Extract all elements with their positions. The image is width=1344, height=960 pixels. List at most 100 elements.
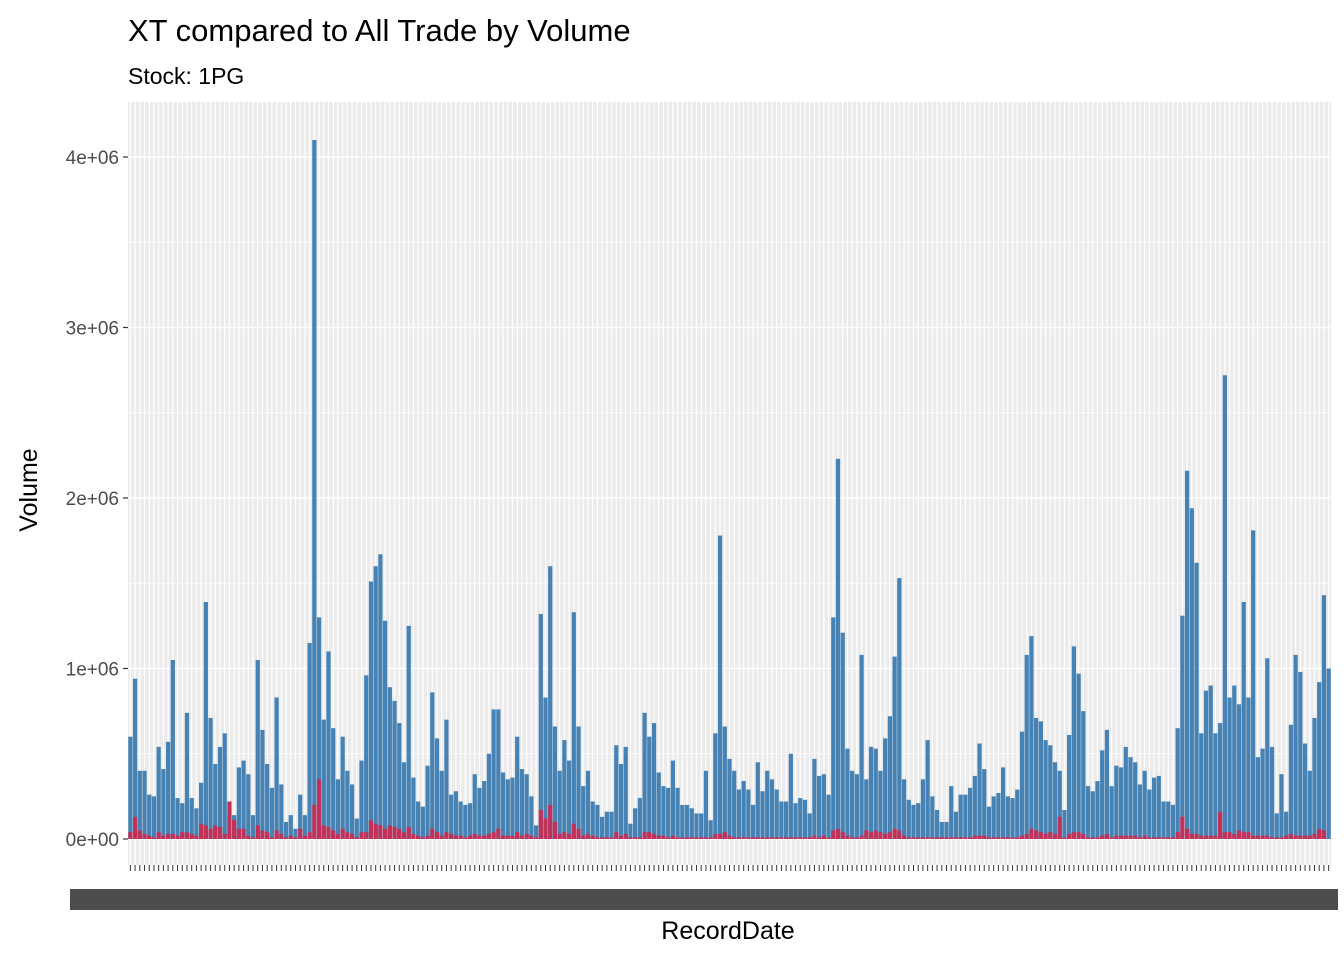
bar-all-trade — [1180, 615, 1185, 839]
bar-xt — [859, 835, 864, 839]
bar-xt — [444, 832, 449, 839]
bar-xt — [732, 837, 737, 839]
y-tick-label: 0e+00 — [66, 830, 119, 851]
bar-xt — [321, 825, 326, 839]
bar-xt — [340, 828, 345, 839]
bar-all-trade — [585, 770, 591, 839]
bar-xt — [1081, 833, 1086, 839]
bar-xt — [1255, 835, 1260, 839]
bar-all-trade — [1076, 673, 1081, 839]
bar-xt — [1043, 833, 1048, 839]
bar-xt — [746, 837, 751, 839]
bar-xt — [996, 837, 1001, 839]
bar-all-trade — [1038, 721, 1043, 839]
bar-xt — [727, 835, 732, 839]
bar-all-trade — [883, 738, 888, 839]
bar-all-trade — [189, 798, 194, 839]
bar-xt — [562, 832, 567, 839]
bar-all-trade — [1260, 748, 1265, 839]
bar-all-trade — [345, 770, 350, 839]
bar-all-trade — [307, 642, 312, 839]
bar-xt — [571, 823, 576, 839]
bar-xt — [265, 832, 270, 839]
bar-all-trade — [1166, 801, 1171, 839]
bar-all-trade — [510, 777, 515, 839]
bar-xt — [651, 833, 657, 839]
bar-xt — [175, 835, 180, 839]
bar-all-trade — [1085, 786, 1091, 839]
bar-xt — [628, 837, 633, 839]
bar-xt — [1067, 833, 1072, 839]
bar-xt — [232, 820, 237, 839]
bar-all-trade — [1175, 728, 1180, 839]
bar-all-trade — [1194, 562, 1199, 839]
bar-xt — [840, 832, 845, 839]
bar-all-trade — [566, 760, 572, 839]
bar-xt — [1251, 835, 1256, 839]
bar-xt — [170, 833, 175, 839]
bar-all-trade — [1279, 774, 1284, 839]
bar-all-trade — [496, 709, 501, 839]
bar-xt — [217, 827, 223, 839]
bar-xt — [132, 816, 138, 839]
bar-xt — [656, 835, 661, 839]
bar-all-trade — [835, 458, 841, 839]
bar-all-trade — [312, 139, 317, 839]
bar-all-trade — [1104, 729, 1110, 839]
bar-xt — [246, 835, 251, 839]
bar-all-trade — [684, 804, 690, 839]
bar-all-trade — [392, 700, 397, 839]
bar-xt — [1156, 837, 1161, 839]
bar-all-trade — [1151, 777, 1157, 839]
bar-xt — [364, 832, 369, 839]
bar-all-trade — [1024, 654, 1029, 839]
bar-xt — [590, 835, 595, 839]
bar-all-trade — [609, 811, 614, 839]
bar-all-trade — [755, 762, 760, 839]
bar-all-trade — [1288, 724, 1294, 839]
bar-all-trade — [184, 712, 190, 839]
bar-xt — [1189, 833, 1194, 839]
bar-all-trade — [576, 726, 581, 839]
bar-xt — [1175, 832, 1180, 839]
bar-xt — [892, 828, 897, 839]
bar-xt — [1260, 835, 1265, 839]
bar-all-trade — [934, 810, 940, 839]
bar-all-trade — [326, 651, 331, 839]
bar-all-trade — [831, 617, 836, 839]
bar-all-trade — [1321, 595, 1327, 839]
bar-xt — [802, 837, 808, 839]
bar-all-trade — [420, 806, 425, 839]
bar-all-trade — [373, 566, 378, 839]
bar-xt — [812, 835, 817, 839]
bar-all-trade — [906, 799, 911, 839]
bar-all-trade — [552, 726, 558, 839]
bar-all-trade — [793, 803, 798, 839]
bar-all-trade — [236, 767, 241, 839]
bar-all-trade — [1019, 731, 1025, 839]
bar-xt — [491, 832, 496, 839]
bar-xt — [288, 835, 293, 839]
bar-xt — [241, 828, 246, 839]
bar-xt — [250, 837, 256, 839]
bar-xt — [269, 837, 275, 839]
bar-xt — [1317, 828, 1322, 839]
bar-all-trade — [750, 804, 756, 839]
bar-all-trade — [387, 687, 392, 839]
bar-xt — [1118, 835, 1124, 839]
bar-xt — [331, 830, 336, 839]
y-tick-label: 3e+06 — [66, 319, 119, 340]
bar-xt — [576, 828, 581, 839]
bar-xt — [472, 833, 477, 839]
bar-xt — [406, 827, 411, 839]
bar-xt — [463, 837, 468, 839]
bar-all-trade — [482, 781, 487, 839]
bar-xt — [1076, 832, 1081, 839]
bar-all-trade — [340, 736, 345, 839]
bar-all-trade — [703, 770, 709, 839]
bar-xt — [1019, 835, 1025, 839]
bar-xt — [420, 837, 425, 839]
bar-all-trade — [382, 620, 388, 839]
bar-all-trade — [1208, 685, 1213, 839]
bar-xt — [821, 835, 826, 839]
